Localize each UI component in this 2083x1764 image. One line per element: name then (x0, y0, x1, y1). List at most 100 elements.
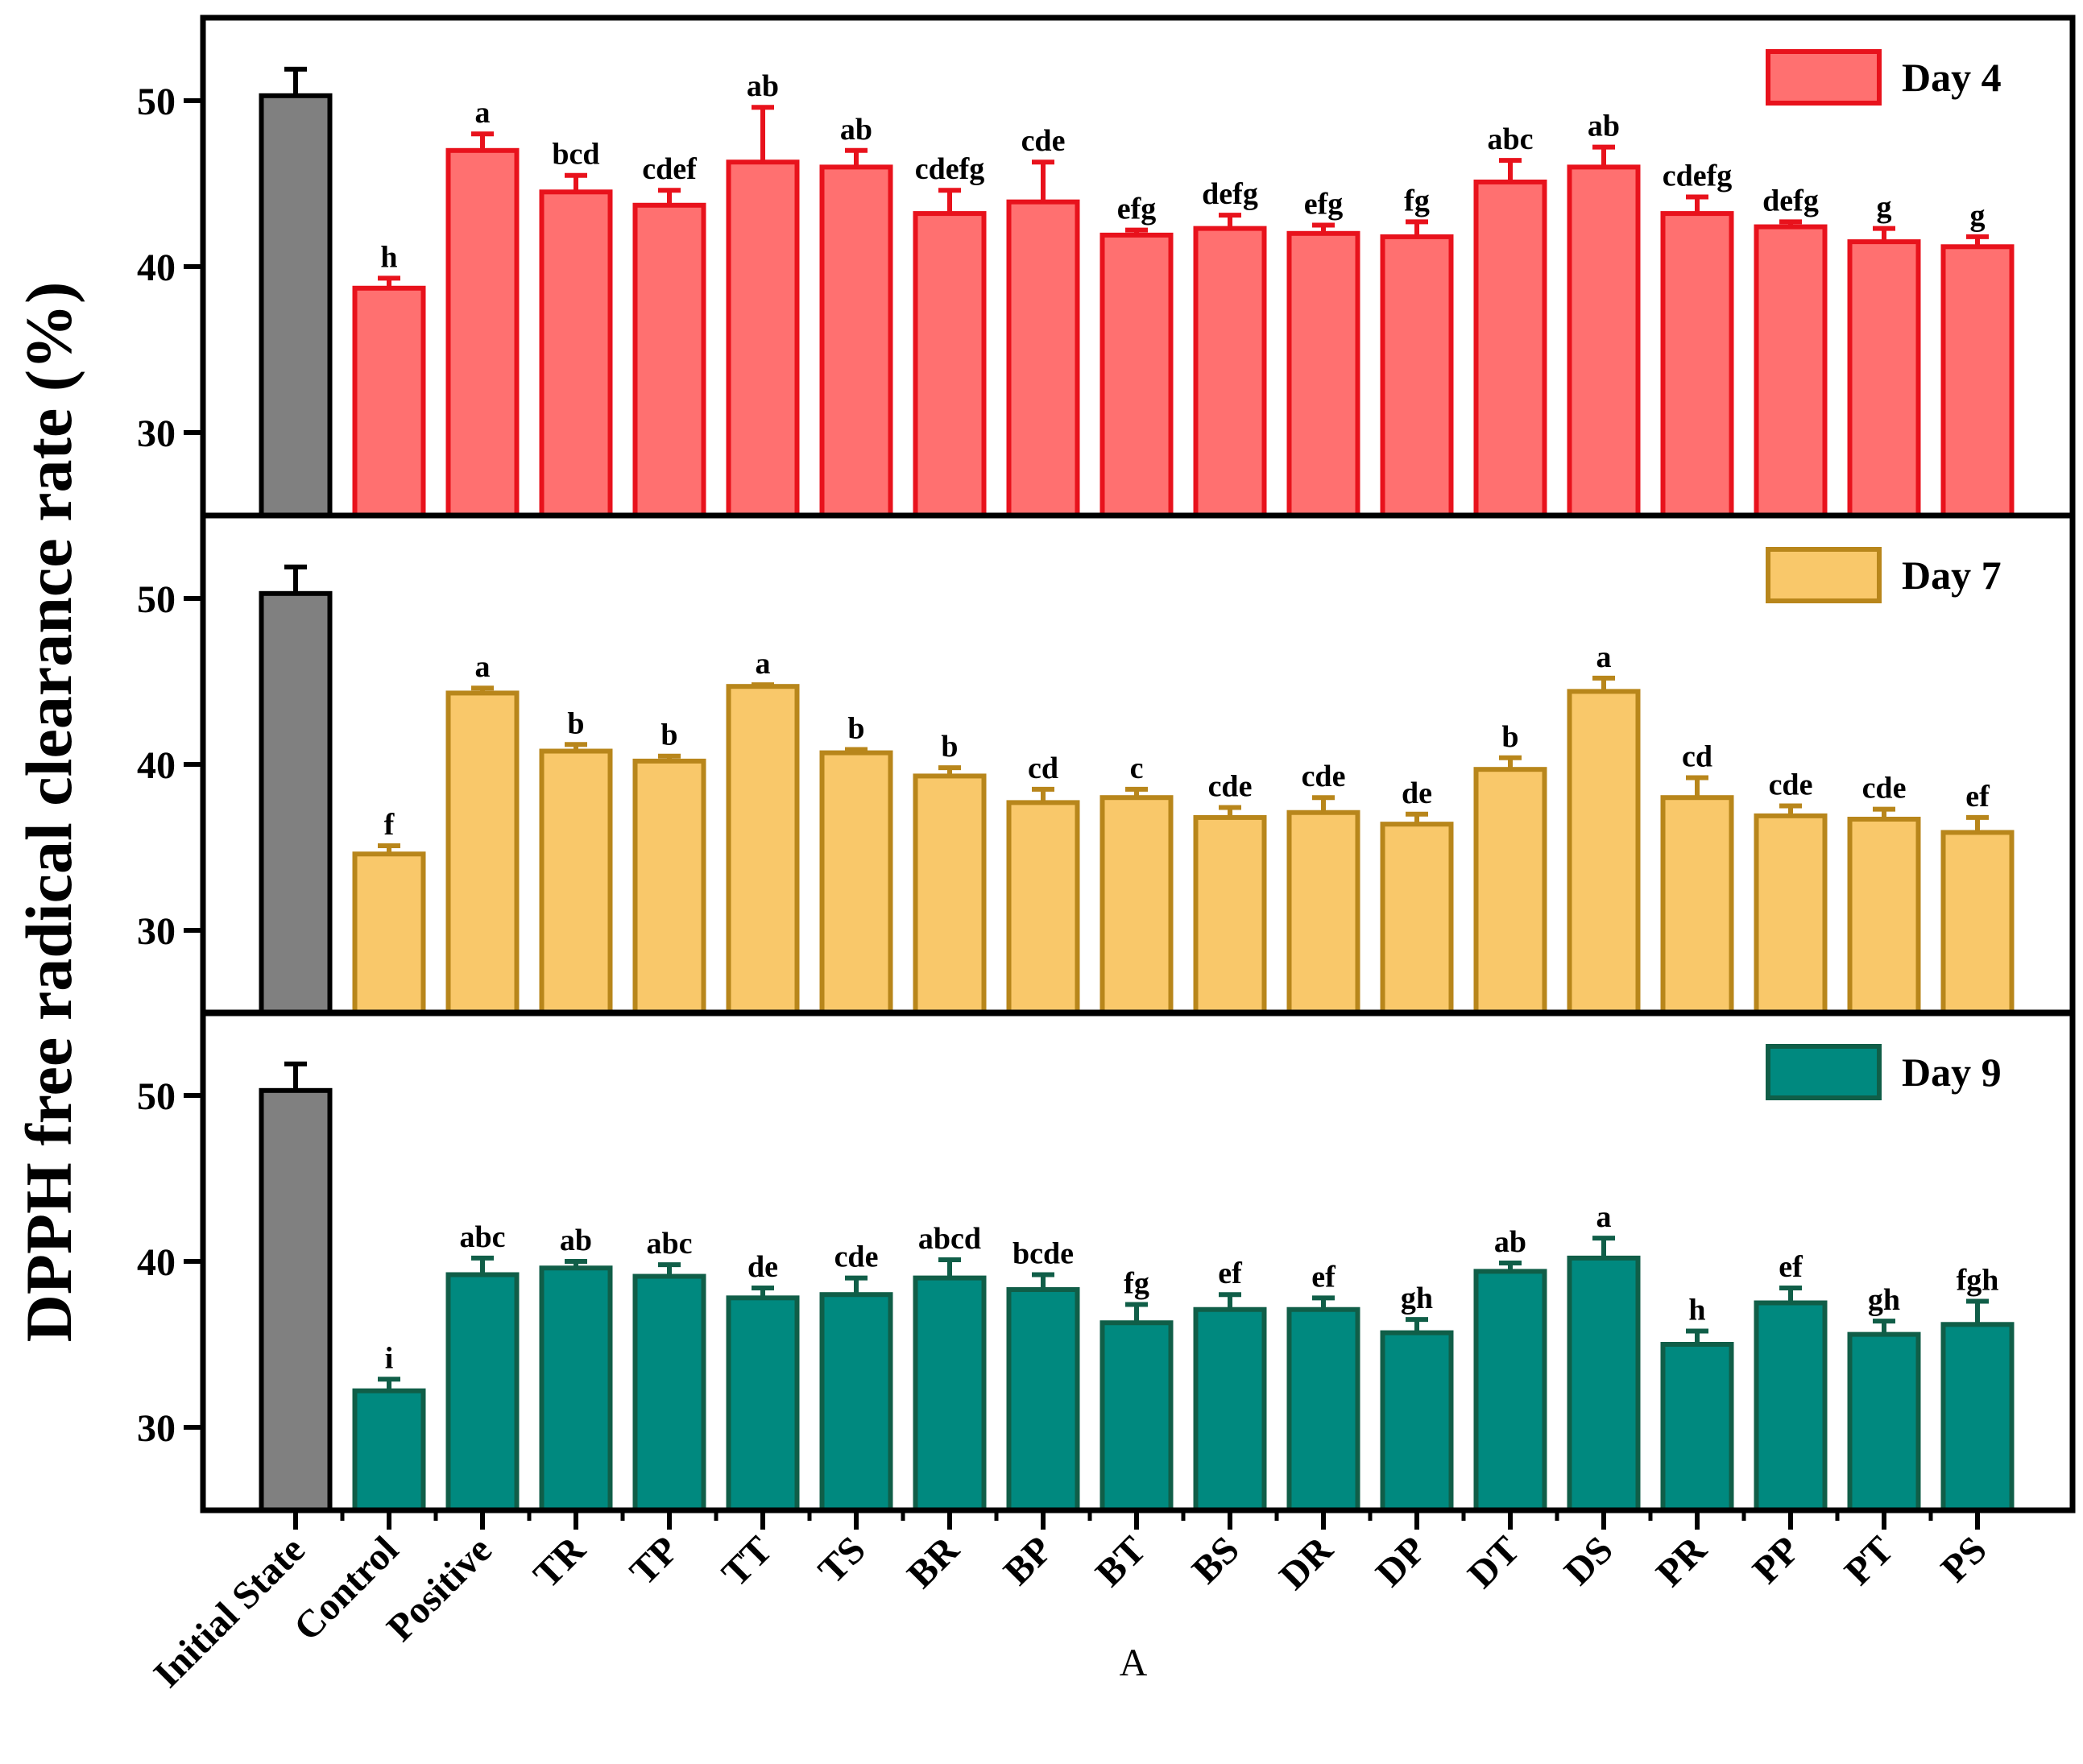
significance-letter-2-3: ab (560, 1224, 592, 1257)
bar-0-9 (1099, 232, 1174, 518)
bar-0-17 (1847, 239, 1921, 518)
bar-1-18 (1940, 830, 2015, 1016)
bar-0-3 (539, 189, 613, 519)
bar-1-9 (1099, 795, 1174, 1016)
bar-2-3 (539, 1265, 613, 1513)
bar-2-1 (352, 1388, 426, 1513)
significance-letter-1-16: cde (1769, 768, 1813, 802)
bar-0-13 (1473, 179, 1547, 518)
significance-letter-1-10: cde (1208, 770, 1253, 804)
y-tick-label-2-30: 30 (137, 1407, 176, 1450)
significance-letter-0-5: ab (747, 69, 779, 103)
y-tick-label-0-50: 50 (137, 81, 176, 123)
significance-letter-0-3: bcd (552, 138, 599, 172)
bar-1-8 (1006, 800, 1080, 1016)
significance-letter-0-15: cdefg (1663, 159, 1733, 193)
bar-2-13 (1473, 1269, 1547, 1513)
x-tick-label-5: TT (714, 1528, 781, 1595)
significance-letter-0-11: efg (1304, 188, 1344, 222)
y-tick-label-0-30: 30 (137, 412, 176, 455)
significance-letter-0-17: g (1877, 191, 1892, 225)
bar-1-13 (1473, 767, 1547, 1016)
x-tick-label-10: BS (1184, 1528, 1248, 1592)
significance-letter-2-11: ef (1311, 1260, 1336, 1294)
significance-letter-1-5: a (756, 647, 771, 681)
bar-0-10 (1193, 226, 1267, 518)
significance-letter-0-9: efg (1117, 193, 1157, 226)
significance-letter-0-13: abc (1488, 122, 1534, 156)
significance-letter-0-4: cdef (642, 152, 698, 186)
bar-2-16 (1754, 1300, 1828, 1513)
bar-0-5 (726, 159, 800, 518)
significance-letter-2-5: de (747, 1250, 778, 1284)
significance-letter-1-1: f (384, 808, 395, 842)
bar-0-6 (819, 164, 893, 518)
bar-1-10 (1193, 814, 1267, 1016)
bar-0-1 (352, 285, 426, 518)
bar-1-12 (1380, 822, 1454, 1016)
significance-letter-2-10: ef (1218, 1257, 1243, 1290)
significance-letter-2-15: h (1688, 1294, 1705, 1327)
bar-0-16 (1754, 224, 1828, 518)
bar-1-17 (1847, 816, 1921, 1016)
x-tick-label-0: Initial State (146, 1528, 313, 1696)
bar-1-14 (1567, 689, 1641, 1016)
y-tick-label-1-30: 30 (137, 910, 176, 953)
x-tick-label-8: BP (996, 1528, 1061, 1593)
bar-0-12 (1380, 234, 1454, 518)
x-tick-label-1: Control (286, 1528, 407, 1649)
significance-letter-0-18: g (1970, 199, 1986, 233)
bar-2-7 (913, 1275, 987, 1513)
significance-letter-2-13: ab (1494, 1225, 1526, 1259)
significance-letter-1-15: cd (1682, 739, 1712, 773)
significance-letter-0-16: defg (1762, 184, 1819, 217)
significance-letter-1-2: a (475, 650, 491, 684)
x-tick-label-6: TS (810, 1528, 874, 1592)
significance-letter-2-1: i (385, 1341, 394, 1375)
bar-2-2 (445, 1272, 520, 1513)
significance-letter-0-8: cde (1021, 124, 1066, 158)
bar-2-17 (1847, 1331, 1921, 1513)
bar-2-8 (1006, 1287, 1080, 1513)
legend-label-2: Day 9 (1902, 1050, 2002, 1095)
bar-2-5 (726, 1295, 800, 1513)
bar-1-4 (632, 758, 706, 1016)
y-tick-label-2-50: 50 (137, 1075, 176, 1118)
x-tick-label-12: DP (1368, 1528, 1435, 1595)
significance-letter-2-12: gh (1401, 1282, 1433, 1315)
legend-label-0: Day 4 (1902, 55, 2002, 100)
significance-letter-1-9: c (1130, 752, 1144, 785)
y-tick-label-0-40: 40 (137, 246, 176, 289)
y-axis-label: DPPH free radical clearance rate (%) (12, 282, 85, 1343)
significance-letter-2-4: abc (647, 1227, 693, 1261)
bar-1-6 (819, 750, 893, 1017)
x-tick-label-9: BT (1087, 1528, 1154, 1595)
bar-1-5 (726, 684, 800, 1016)
bar-2-18 (1940, 1322, 2015, 1513)
bar-2-14 (1567, 1255, 1641, 1513)
bar-0-18 (1940, 244, 2015, 518)
significance-letter-1-13: b (1501, 720, 1518, 754)
bar-1-0 (259, 590, 333, 1016)
significance-letter-1-6: b (847, 711, 864, 745)
significance-letter-1-7: b (941, 730, 958, 764)
significance-letter-2-8: bcde (1013, 1236, 1074, 1270)
significance-letter-1-3: b (567, 706, 584, 740)
x-tick-label-3: TR (525, 1527, 594, 1596)
significance-letter-1-4: b (661, 718, 677, 752)
bar-2-4 (632, 1273, 706, 1513)
bar-1-7 (913, 773, 987, 1016)
significance-letter-0-14: ab (1588, 110, 1620, 143)
significance-letter-0-1: h (380, 240, 397, 274)
x-tick-label-7: BR (899, 1527, 968, 1596)
legend-swatch-0 (1766, 49, 1882, 106)
bar-2-12 (1380, 1330, 1454, 1513)
bar-0-4 (632, 202, 706, 518)
significance-letter-2-14: a (1596, 1200, 1612, 1234)
x-tick-label-2: Positive (379, 1528, 500, 1650)
significance-letter-1-11: cde (1302, 760, 1346, 793)
y-tick-label-1-50: 50 (137, 578, 176, 621)
x-tick-label-15: PR (1648, 1527, 1716, 1595)
x-tick-label-17: PT (1837, 1528, 1902, 1593)
